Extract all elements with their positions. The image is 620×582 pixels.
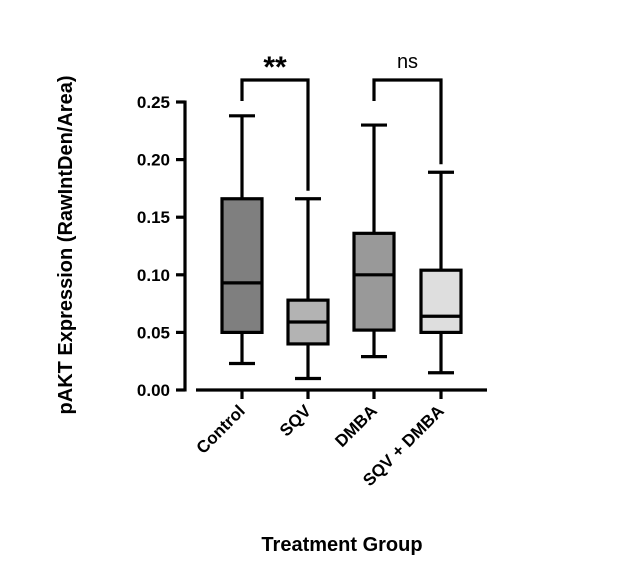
y-tick-label: 0.05	[137, 323, 170, 342]
x-tick-label: SQV	[276, 401, 315, 440]
significance-label: ns	[397, 51, 418, 73]
iqr-box	[352, 231, 396, 332]
iqr-box	[419, 268, 463, 334]
y-tick-label: 0.00	[137, 381, 170, 400]
y-axis-label: pAKT Expression (RawIntDen/Area)	[55, 76, 77, 415]
significance-label: **	[263, 51, 287, 84]
bracket-line	[372, 78, 443, 165]
x-axis-label: Treatment Group	[261, 534, 422, 556]
boxes-layer	[220, 114, 463, 381]
iqr-box	[220, 197, 264, 335]
significance-bracket: **	[240, 51, 310, 191]
box-control	[220, 114, 264, 366]
y-tick-label: 0.20	[137, 151, 170, 170]
x-tick-label: DMBA	[331, 401, 380, 450]
y-tick-label: 0.15	[137, 208, 170, 227]
y-axis: 0.00 0.05 0.10 0.15 0.20 0.25	[137, 93, 187, 400]
bracket-line	[240, 78, 310, 191]
box-sqv-dmba	[419, 170, 463, 375]
box-sqv	[286, 197, 330, 381]
y-tick-label: 0.10	[137, 266, 170, 285]
significance-bracket: ns	[372, 51, 443, 165]
y-tick-label: 0.25	[137, 93, 170, 112]
significance-layer: ** ns	[240, 51, 443, 191]
x-tick-label: Control	[193, 401, 249, 457]
box-dmba	[352, 123, 396, 359]
